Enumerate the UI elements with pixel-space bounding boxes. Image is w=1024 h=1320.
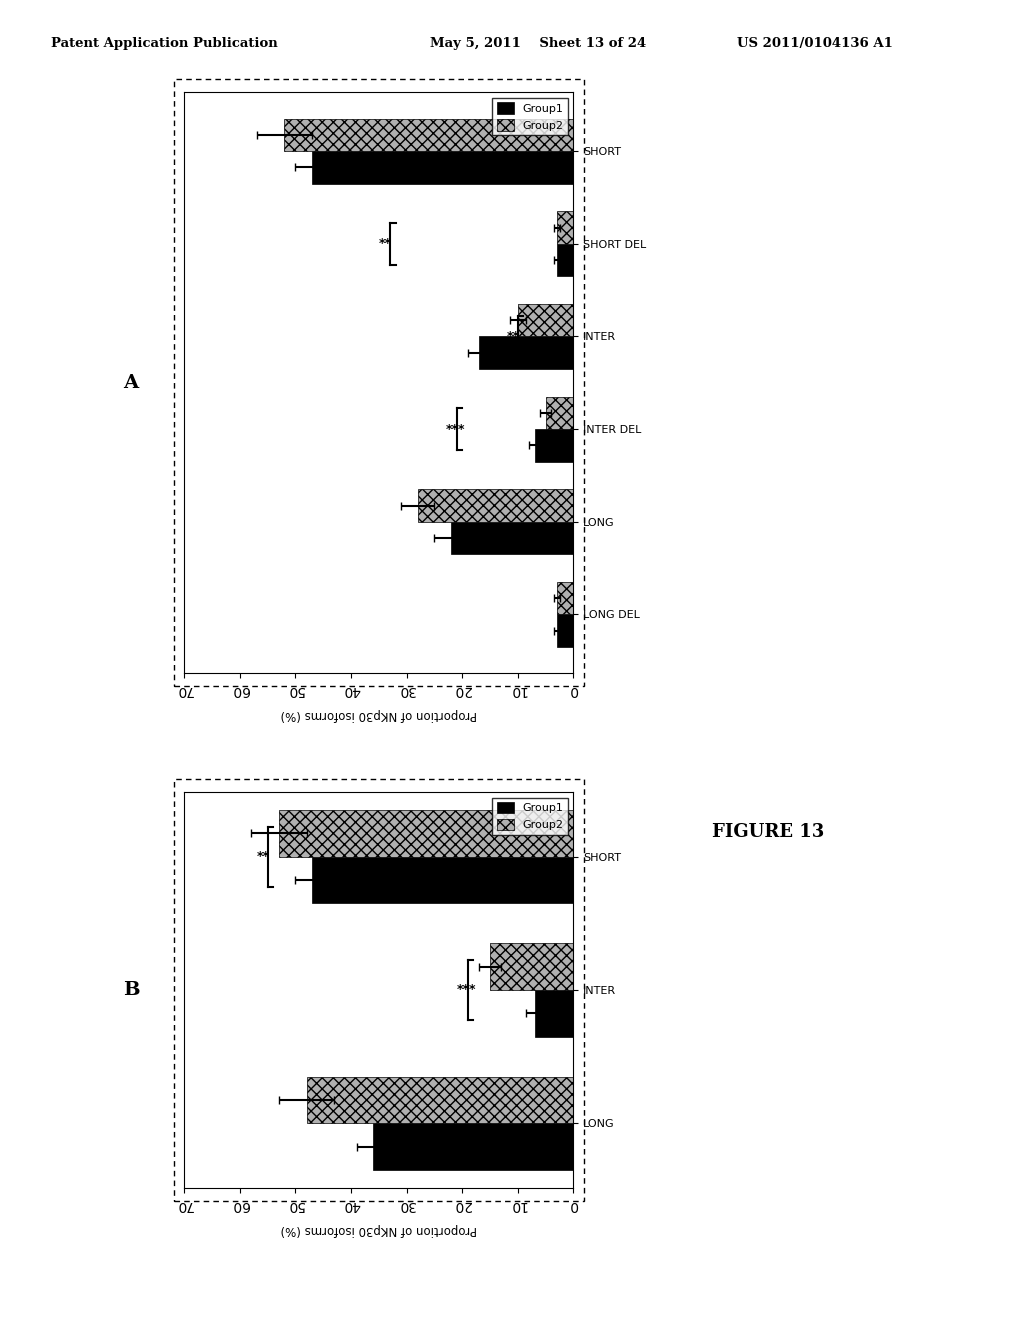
Bar xyxy=(312,857,573,903)
Legend: Group1, Group2: Group1, Group2 xyxy=(493,98,568,135)
Bar xyxy=(279,810,573,857)
Text: **: ** xyxy=(507,330,520,343)
Bar xyxy=(535,990,573,1036)
Text: US 2011/0104136 A1: US 2011/0104136 A1 xyxy=(737,37,893,50)
Bar xyxy=(557,211,573,244)
Bar xyxy=(557,244,573,276)
Bar xyxy=(452,521,573,554)
Bar xyxy=(490,944,573,990)
X-axis label: Proportion of NKp30 isoforms (%): Proportion of NKp30 isoforms (%) xyxy=(281,708,477,721)
Text: **: ** xyxy=(257,850,269,863)
Text: A: A xyxy=(123,374,138,392)
Text: ***: *** xyxy=(445,422,465,436)
Bar xyxy=(306,1077,573,1123)
Legend: Group1, Group2: Group1, Group2 xyxy=(493,797,568,834)
Bar xyxy=(479,337,573,368)
X-axis label: Proportion of NKp30 isoforms (%): Proportion of NKp30 isoforms (%) xyxy=(281,1222,477,1236)
Bar xyxy=(374,1123,573,1170)
Text: ***: *** xyxy=(457,983,476,997)
Text: Patent Application Publication: Patent Application Publication xyxy=(51,37,278,50)
Bar xyxy=(312,152,573,183)
Bar xyxy=(285,119,573,152)
Bar xyxy=(518,304,573,337)
Text: May 5, 2011    Sheet 13 of 24: May 5, 2011 Sheet 13 of 24 xyxy=(430,37,646,50)
Text: B: B xyxy=(123,981,139,999)
Bar xyxy=(546,397,573,429)
Bar xyxy=(535,429,573,462)
Text: **: ** xyxy=(379,238,392,251)
Text: FIGURE 13: FIGURE 13 xyxy=(712,822,824,841)
Bar xyxy=(418,490,573,521)
Bar xyxy=(557,614,573,647)
Bar xyxy=(557,582,573,614)
